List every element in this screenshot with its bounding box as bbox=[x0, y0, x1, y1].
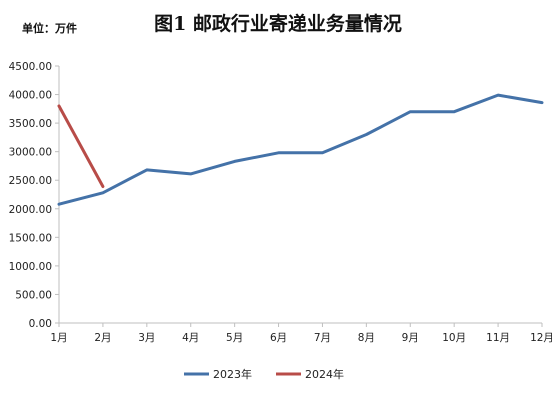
x-tick-label: 6月 bbox=[270, 332, 287, 344]
x-tick-label: 4月 bbox=[182, 332, 199, 344]
x-ticks: 1月 2月 3月 4月 5月 6月 7月 8月 9月 10月 11月 12月 bbox=[50, 323, 554, 344]
x-tick-label: 3月 bbox=[138, 332, 155, 344]
y-tick-label: 3500.00 bbox=[9, 118, 52, 130]
y-tick-label: 500.00 bbox=[15, 289, 52, 301]
y-ticks: 0.00 500.00 1000.00 1500.00 2000.00 2500.00 30… bbox=[9, 61, 59, 330]
unit-label: 单位：万件 bbox=[22, 21, 77, 35]
x-tick-label: 9月 bbox=[402, 332, 419, 344]
series-line-1 bbox=[57, 104, 105, 188]
y-tick-label: 2500.00 bbox=[9, 175, 52, 187]
y-tick-label: 1500.00 bbox=[9, 232, 52, 244]
x-tick-label: 5月 bbox=[226, 332, 243, 344]
legend: 2023年 2024年 bbox=[184, 367, 344, 381]
legend-label-2024: 2024年 bbox=[305, 367, 344, 381]
y-tick-label: 1000.00 bbox=[9, 261, 52, 273]
x-tick-label: 1月 bbox=[50, 332, 67, 344]
series-line-0 bbox=[57, 93, 544, 206]
x-tick-label: 10月 bbox=[442, 332, 466, 344]
y-tick-label: 2000.00 bbox=[9, 204, 52, 216]
legend-label-2023: 2023年 bbox=[213, 367, 252, 381]
y-tick-label: 4500.00 bbox=[9, 61, 52, 73]
x-tick-label: 7月 bbox=[314, 332, 331, 344]
x-tick-label: 2月 bbox=[94, 332, 111, 344]
x-tick-label: 11月 bbox=[486, 332, 510, 344]
chart-title: 图1 邮政行业寄递业务量情况 bbox=[154, 12, 402, 35]
y-tick-label: 3000.00 bbox=[9, 147, 52, 159]
y-tick-label: 0.00 bbox=[29, 318, 52, 330]
x-tick-label: 12月 bbox=[530, 332, 554, 344]
x-tick-label: 8月 bbox=[358, 332, 375, 344]
y-tick-label: 4000.00 bbox=[9, 90, 52, 102]
series-group bbox=[57, 93, 544, 206]
